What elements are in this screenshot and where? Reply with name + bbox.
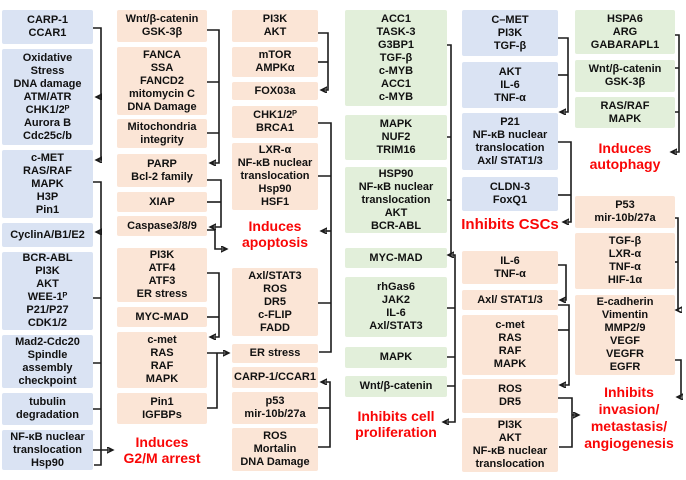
pathway-box: Mad2-Cdc20 Spindle assembly checkpoint: [2, 335, 93, 388]
pathway-box: mTOR AMPKα: [232, 47, 318, 77]
pathway-box: NF-κB nuclear translocation Hsp90: [2, 430, 93, 470]
pathway-box: PI3K AKT NF-κB nuclear translocation: [462, 418, 558, 472]
outcome-label-cscs: Inhibits CSCs: [461, 216, 559, 233]
outcome-label-autophagy: Induces autophagy: [589, 140, 661, 172]
pathway-box: c-MET RAS/RAF MAPK H3P Pin1: [2, 150, 93, 218]
pathway-box: P21 NF-κB nuclear translocation Axl/ STA…: [462, 113, 558, 170]
pathway-box: Pin1 IGFBPs: [117, 393, 207, 424]
pathway-box: LXR-α NF-κB nuclear translocation Hsp90 …: [232, 143, 318, 210]
pathway-box: PI3K ATF4 ATF3 ER stress: [117, 248, 207, 302]
pathway-box: Wnt/β-catenin GSK-3β: [117, 10, 207, 42]
pathway-box: MAPK NUF2 TRIM16: [345, 115, 447, 160]
pathway-box: C–MET PI3K TGF-β: [462, 10, 558, 56]
pathway-box: MAPK: [345, 347, 447, 368]
pathway-box: CARP-1/CCAR1: [232, 367, 318, 388]
pathway-box: RAS/RAF MAPK: [575, 97, 675, 128]
pathway-box: p53 mir-10b/27a: [232, 392, 318, 424]
pathway-box: IL-6 TNF-α: [462, 251, 558, 284]
pathway-box: Axl/ STAT1/3: [462, 290, 558, 310]
pathway-box: Wnt/β-catenin GSK-3β: [575, 60, 675, 92]
pathway-box: TGF-β LXR-α TNF-α HIF-1α: [575, 233, 675, 289]
pathway-box: c-met RAS RAF MAPK: [462, 315, 558, 375]
pathway-box: CHK1/2ᴾ BRCA1: [232, 106, 318, 138]
outcome-label-g2m-arrest: Induces G2/M arrest: [123, 434, 201, 466]
pathway-box: Mitochondria integrity: [117, 119, 207, 148]
pathway-box: FOX03a: [232, 82, 318, 100]
pathway-box: PARP Bcl-2 family: [117, 154, 207, 187]
pathway-box: ER stress: [232, 344, 318, 363]
pathway-box: CyclinA/B1/E2: [2, 223, 93, 247]
pathway-box: Oxidative Stress DNA damage ATM/ATR CHK1…: [2, 49, 93, 145]
pathway-box: tubulin degradation: [2, 393, 93, 425]
pathway-box: PI3K AKT: [232, 10, 318, 42]
pathway-box: Caspase3/8/9: [117, 216, 207, 236]
pathway-box: ACC1 TASK-3 G3BP1 TGF-β c-MYB ACC1 c-MYB: [345, 10, 447, 106]
pathway-box: CARP-1 CCAR1: [2, 10, 93, 44]
pathway-box: MYC-MAD: [117, 307, 207, 327]
pathway-box: CLDN-3 FoxQ1: [462, 177, 558, 211]
outcome-label-invasion-metastasis: Inhibits invasion/ metastasis/ angiogene…: [584, 384, 674, 451]
outcome-label-cell-proliferation: Inhibits cell proliferation: [355, 408, 437, 440]
pathway-box: ROS Mortalin DNA Damage: [232, 428, 318, 471]
pathway-box: Axl/STAT3 ROS DR5 c-FLIP FADD: [232, 268, 318, 336]
pathway-box: XIAP: [117, 192, 207, 212]
pathway-box: FANCA SSA FANCD2 mitomycin C DNA Damage: [117, 47, 207, 115]
pathway-box: rhGas6 JAK2 IL-6 Axl/STAT3: [345, 277, 447, 337]
pathway-box: c-met RAS RAF MAPK: [117, 332, 207, 388]
pathway-box: BCR-ABL PI3K AKT WEE-1ᴾ P21/P27 CDK1/2: [2, 252, 93, 330]
outcome-label-apoptosis: Induces apoptosis: [241, 218, 309, 250]
pathway-box: HSP90 NF-κB nuclear translocation AKT BC…: [345, 167, 447, 233]
pathway-box: E-cadherin Vimentin MMP2/9 VEGF VEGFR EG…: [575, 295, 675, 375]
pathway-box: P53 mir-10b/27a: [575, 196, 675, 228]
pathway-box: ROS DR5: [462, 379, 558, 413]
pathway-box: Wnt/β-catenin: [345, 376, 447, 397]
pathway-box: AKT IL-6 TNF-α: [462, 62, 558, 108]
pathway-box: MYC-MAD: [345, 248, 447, 268]
pathway-box: HSPA6 ARG GABARAPL1: [575, 10, 675, 54]
